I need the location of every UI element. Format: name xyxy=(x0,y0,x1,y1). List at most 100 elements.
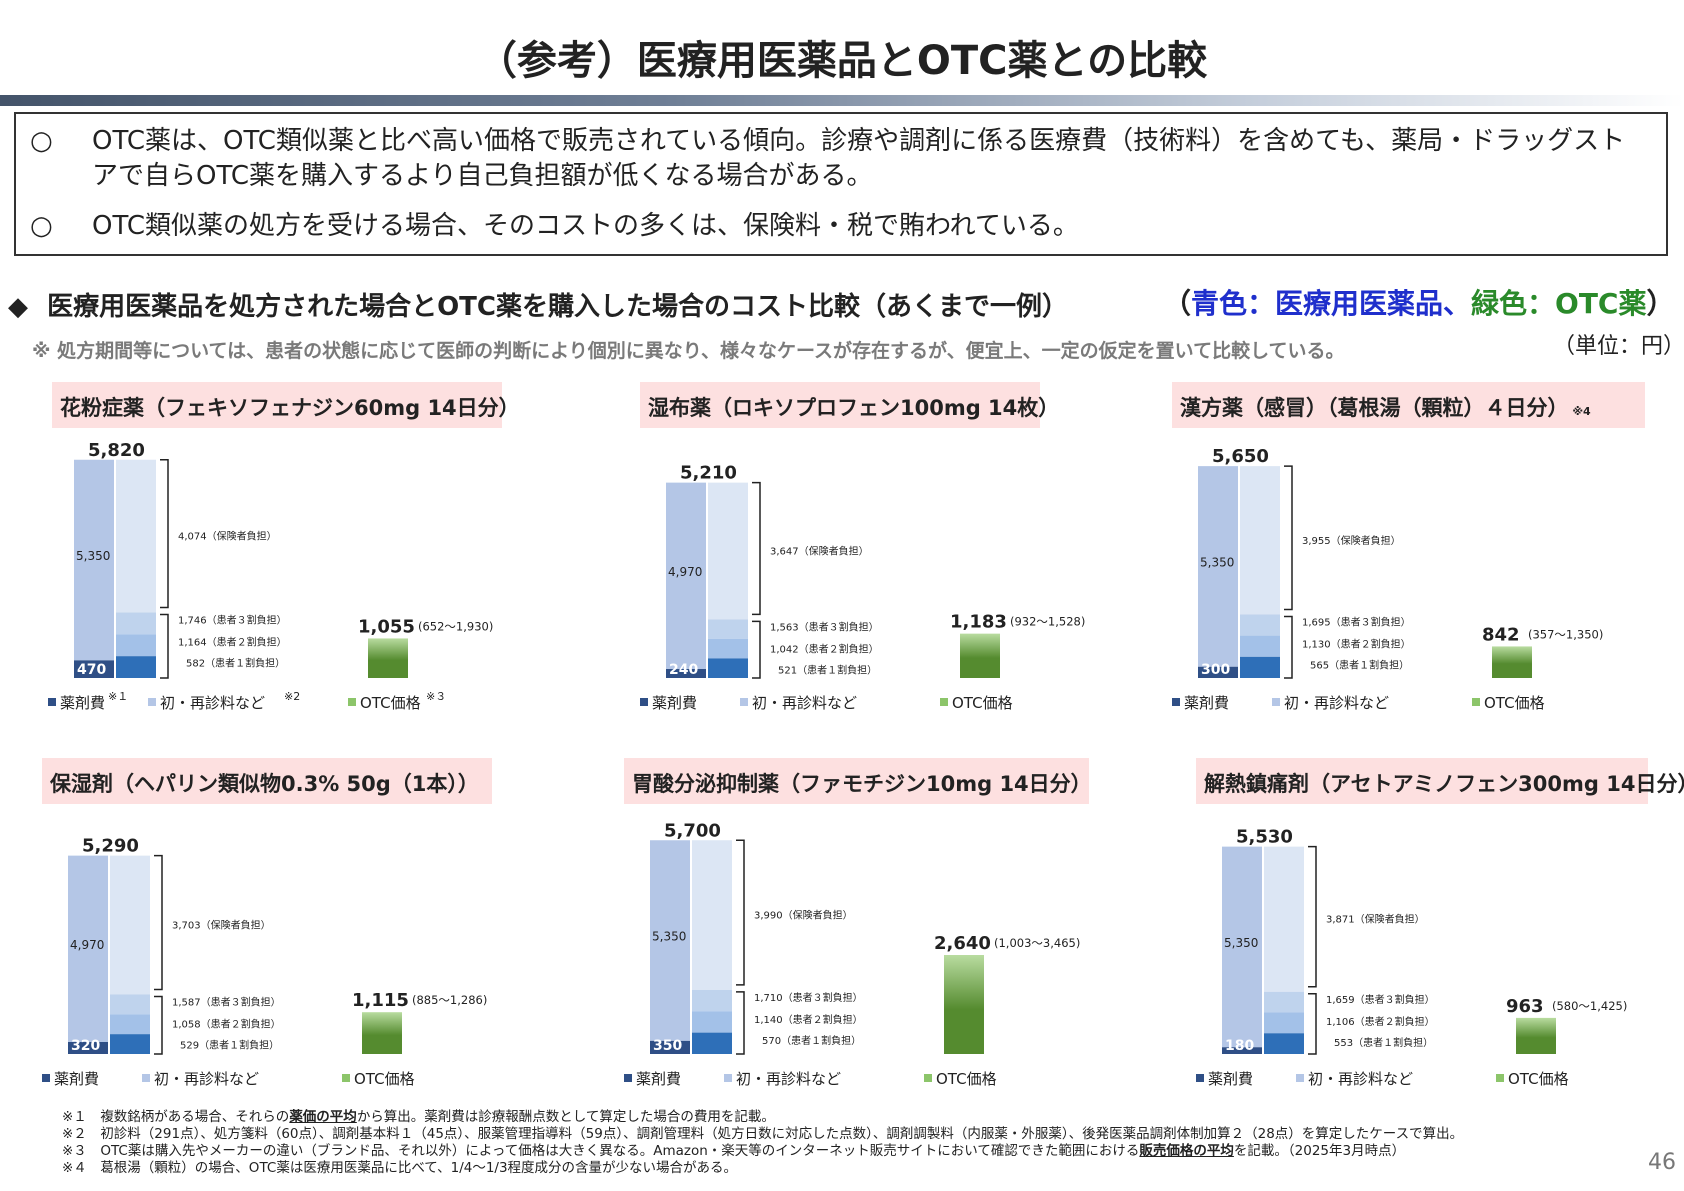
insurer-burden-label: 3,703（保険者負担） xyxy=(172,919,271,932)
insurer-burden-label: 3,955（保険者負担） xyxy=(1302,534,1401,547)
chart-panel: 保湿剤（ヘパリン類似物0.3% 50g（1本）） 320 4,970 5,290 3,7… xyxy=(42,758,512,1108)
title-underline xyxy=(0,95,1684,106)
fees-bar-segment xyxy=(1222,846,1262,1048)
otc-price-range: (580～1,425) xyxy=(1552,999,1627,1013)
legend-drug-swatch xyxy=(1172,698,1180,706)
chart-panel: 胃酸分泌抑制薬（ファモチジン10mg 14日分） 350 5,350 5,700 3,9… xyxy=(624,758,1094,1108)
chart-panel: 花粉症薬（フェキソフェナジン60mg 14日分） 470 5,350 5,820 4,0… xyxy=(48,382,520,732)
legend-otc-label: OTC価格 xyxy=(354,1070,415,1088)
cost-chart: 470 5,350 5,820 4,074（保険者負担） 1,746（患者３割負担） 1,… xyxy=(48,440,493,712)
insurer-burden-bar xyxy=(1240,466,1280,615)
legend-consult-swatch xyxy=(740,698,748,706)
drug-cost-bar-segment xyxy=(666,669,706,678)
footnote: ※３ OTC薬は購入先やメーカーの違い（ブランド品、それ以外）によって価格は大き… xyxy=(62,1143,1463,1160)
insurer-burden-label: 3,871（保険者負担） xyxy=(1326,913,1425,926)
patient-30-label: 1,746（患者３割負担） xyxy=(178,614,287,627)
otc-price-range: (1,003～3,465) xyxy=(994,936,1080,950)
chart-title: 解熱鎮痛剤（アセトアミノフェン300mg 14日分） xyxy=(1196,758,1684,804)
patient-10-bar xyxy=(708,658,748,678)
footnote-text: を記載。（2025年3月時点） xyxy=(1233,1143,1406,1159)
legend-otc-swatch xyxy=(1496,1074,1504,1082)
insurer-burden-bar xyxy=(116,459,156,613)
insurer-burden-bar xyxy=(1264,846,1304,992)
patient-20-bar xyxy=(692,1011,732,1033)
summary-item: ○ OTC類似薬の処方を受ける場合、そのコストの多くは、保険料・税で賄われている… xyxy=(30,209,1632,244)
legend-otc-label: OTC価格 xyxy=(360,694,421,712)
chart-title-note: ※4 xyxy=(1568,405,1591,418)
patient-20-label: 1,042（患者２割負担） xyxy=(770,642,879,655)
drug-cost-bar-segment xyxy=(68,1042,108,1054)
insurer-burden-label: 3,647（保険者負担） xyxy=(770,545,869,558)
legend-otc-label: OTC価格 xyxy=(1508,1070,1569,1088)
footnote-mark: ※４ xyxy=(62,1160,87,1176)
otc-price-range: (652～1,930) xyxy=(418,619,493,633)
legend-otc-swatch xyxy=(348,698,356,706)
patient-20-label: 1,164（患者２割負担） xyxy=(178,636,287,649)
insurer-brace xyxy=(736,839,745,986)
fees-value-label: 5,350 xyxy=(652,930,686,944)
section-bullet: ◆ xyxy=(8,292,28,322)
chart-title: 花粉症薬（フェキソフェナジン60mg 14日分） xyxy=(52,382,520,428)
footnote-text: から算出。薬剤費は診療報酬点数として算定した場合の費用を記載。 xyxy=(356,1109,775,1125)
footnote: ※４ 葛根湯（顆粒）の場合、OTC薬は医療用医薬品に比べて、1/4～1/3程度成… xyxy=(62,1160,1463,1177)
legend-consult-label: 初・再診料など xyxy=(1308,1070,1413,1088)
legend-consult-swatch xyxy=(142,1074,150,1082)
insurer-burden-bar xyxy=(708,482,748,620)
patient-30-bar xyxy=(110,994,150,1015)
patient-10-bar xyxy=(1240,656,1280,678)
insurer-burden-label: 3,990（保険者負担） xyxy=(754,909,853,922)
drug-cost-label: 320 xyxy=(71,1038,100,1054)
legend-otc-label: OTC価格 xyxy=(1484,694,1545,712)
color-legend-green: 緑色：OTC薬 xyxy=(1471,287,1647,320)
legend-consult-label: 初・再診料など xyxy=(752,694,857,712)
patient-30-bar xyxy=(116,612,156,635)
legend-consult-swatch xyxy=(724,1074,732,1082)
chart-title: 胃酸分泌抑制薬（ファモチジン10mg 14日分） xyxy=(624,758,1092,804)
legend-drug-swatch xyxy=(42,1074,50,1082)
legend-otc-swatch xyxy=(342,1074,350,1082)
fees-value-label: 5,350 xyxy=(76,549,110,563)
legend-drug-swatch xyxy=(640,698,648,706)
insurer-brace xyxy=(160,459,169,609)
chart-panel: 漢方薬（感冒）（葛根湯（顆粒）４日分） ※4 300 5,350 5,650 3,955… xyxy=(1172,382,1645,732)
otc-price-bar xyxy=(368,638,408,678)
drug-cost-label: 180 xyxy=(1225,1038,1254,1054)
patient-30-label: 1,659（患者３割負担） xyxy=(1326,993,1435,1006)
total-cost-label: 5,290 xyxy=(82,836,139,857)
legend-drug-label: 薬剤費 xyxy=(1184,694,1229,712)
drug-cost-label: 470 xyxy=(77,662,106,678)
patient-10-label: 570（患者１割負担） xyxy=(762,1034,861,1047)
otc-price-bar xyxy=(362,1012,402,1054)
legend-drug-swatch xyxy=(48,698,56,706)
otc-price-bar xyxy=(944,955,984,1054)
color-legend: （青色：医療用医薬品、緑色：OTC薬） xyxy=(1163,282,1675,322)
footnote-text: 複数銘柄がある場合、それらの xyxy=(100,1109,290,1125)
patient-20-label: 1,058（患者２割負担） xyxy=(172,1017,281,1030)
drug-cost-bar-segment xyxy=(650,1040,690,1054)
legend-drug-swatch xyxy=(624,1074,632,1082)
legend-consult-note: ※2 xyxy=(284,690,300,703)
footnote-mark: ※３ xyxy=(62,1143,87,1159)
cost-chart: 350 5,350 5,700 3,990（保険者負担） 1,710（患者３割負担） 1,… xyxy=(624,820,1080,1088)
patient-20-bar xyxy=(110,1014,150,1035)
patient-10-label: 582（患者１割負担） xyxy=(186,657,285,670)
patient-10-bar xyxy=(1264,1033,1304,1054)
summary-text: OTC類似薬の処方を受ける場合、そのコストの多くは、保険料・税で賄われている。 xyxy=(92,211,1079,241)
otc-price-bar xyxy=(1516,1017,1556,1054)
otc-price-label: 1,183 xyxy=(950,612,1007,633)
total-cost-label: 5,820 xyxy=(88,440,145,461)
color-legend-blue: 青色：医療用医薬品、 xyxy=(1191,287,1472,320)
legend-otc-note: ※３ xyxy=(426,690,446,703)
patient-30-label: 1,587（患者３割負担） xyxy=(172,995,281,1008)
legend-drug-label: 薬剤費 xyxy=(636,1070,681,1088)
footnote-mark: ※１ xyxy=(62,1109,87,1125)
patient-20-label: 1,130（患者２割負担） xyxy=(1302,637,1411,650)
patient-brace xyxy=(752,620,761,679)
patient-20-label: 1,106（患者２割負担） xyxy=(1326,1015,1435,1028)
drug-cost-bar-segment xyxy=(74,660,114,678)
legend-consult-label: 初・再診料など xyxy=(160,694,265,712)
otc-price-label: 1,115 xyxy=(352,990,409,1011)
fees-value-label: 4,970 xyxy=(70,938,104,952)
patient-10-label: 529（患者１割負担） xyxy=(180,1038,279,1051)
otc-price-label: 2,640 xyxy=(934,933,991,954)
